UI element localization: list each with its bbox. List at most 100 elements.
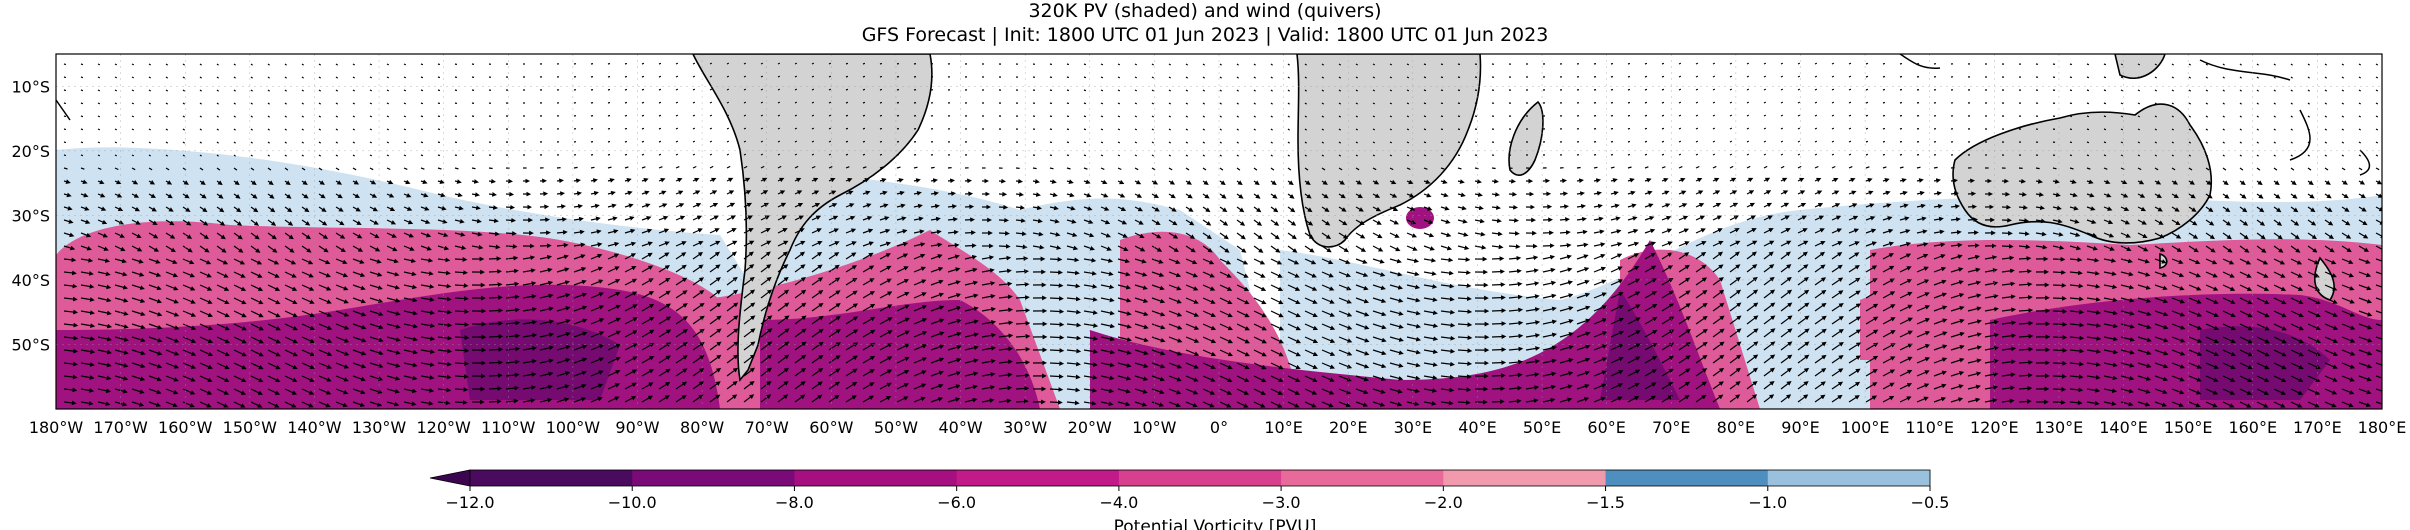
wind-arrow [420, 167, 425, 170]
wind-arrow [1814, 62, 1818, 65]
wind-arrow [2103, 154, 2107, 157]
wind-arrow [624, 153, 628, 156]
longitude-label: 40°W [938, 418, 982, 437]
wind-arrow [1712, 62, 1716, 65]
wind-arrow [845, 127, 849, 130]
wind-arrow [454, 115, 458, 118]
wind-arrow [811, 177, 819, 183]
wind-arrow [1372, 102, 1376, 105]
land-masses [692, 54, 2335, 382]
wind-arrow [165, 141, 169, 144]
colorbar: −12.0 −10.0 −8.0 −6.0 −4.0 −3.0 −2.0 −1.5 −1.0 −0… [429, 469, 1950, 530]
wind-arrow [1219, 154, 1222, 157]
wind-arrow [2290, 128, 2293, 131]
wind-arrow [1865, 177, 1873, 183]
wind-arrow [1831, 177, 1839, 183]
wind-arrow [131, 154, 135, 157]
wind-arrow [2052, 348, 2068, 353]
wind-arrow [1491, 399, 1505, 405]
wind-arrow [1219, 115, 1222, 118]
wind-arrow [114, 167, 119, 171]
wind-arrow [165, 154, 169, 157]
wind-arrow [2154, 76, 2158, 79]
wind-arrow [2137, 102, 2141, 105]
wind-arrow [1899, 88, 1903, 91]
wind-arrow [1899, 62, 1903, 65]
wind-arrow [2290, 89, 2293, 92]
wind-arrow [2256, 154, 2259, 157]
longitude-label: 20°E [1329, 418, 1367, 437]
wind-arrow [607, 166, 612, 169]
wind-arrow [794, 140, 798, 143]
wind-arrow [352, 154, 356, 157]
wind-arrow [2324, 89, 2328, 92]
wind-arrow [80, 141, 84, 144]
wind-arrow [131, 89, 135, 92]
wind-arrow [692, 62, 696, 65]
wind-arrow [335, 180, 343, 185]
wind-arrow [1372, 167, 1377, 171]
wind-arrow [131, 76, 135, 79]
wind-arrow [1729, 153, 1733, 156]
wind-arrow [2086, 89, 2090, 92]
wind-arrow [1814, 177, 1822, 183]
colorbar-swatch [632, 470, 795, 486]
wind-arrow [131, 115, 135, 118]
wind-arrow [1338, 154, 1342, 157]
wind-arrow [2358, 63, 2362, 66]
wind-arrow [2171, 115, 2175, 118]
wind-arrow [2341, 115, 2345, 118]
wind-arrow [1644, 178, 1652, 183]
wind-arrow [1236, 180, 1243, 186]
wind-arrow [1695, 114, 1699, 117]
wind-arrow [1338, 180, 1345, 185]
wind-arrow [2205, 63, 2209, 66]
wind-arrow [2222, 128, 2225, 131]
longitude-label: 100°W [546, 418, 601, 437]
wind-arrow [148, 89, 152, 92]
wind-arrow [1219, 141, 1222, 144]
wind-arrow [1610, 114, 1614, 117]
wind-arrow [658, 177, 666, 183]
wind-arrow [692, 114, 696, 117]
wind-arrow [1287, 128, 1290, 131]
wind-arrow [2086, 154, 2090, 157]
wind-arrow [148, 63, 152, 66]
wind-arrow [352, 115, 356, 118]
wind-arrow [1457, 167, 1462, 170]
wind-arrow [352, 63, 356, 66]
wind-arrow [1083, 167, 1088, 170]
wind-arrow [2052, 386, 2067, 392]
wind-arrow [454, 335, 470, 340]
wind-arrow [2341, 63, 2345, 66]
wind-arrow [1304, 115, 1307, 118]
wind-arrow [1304, 141, 1307, 144]
wind-arrow [386, 63, 390, 66]
wind-arrow [1372, 154, 1376, 157]
wind-arrow [573, 166, 578, 169]
wind-arrow [1236, 154, 1239, 157]
wind-arrow [250, 167, 255, 171]
wind-arrow [2205, 115, 2209, 118]
wind-arrow [1270, 76, 1273, 79]
wind-arrow [1491, 178, 1499, 184]
wind-arrow [1848, 166, 1853, 169]
wind-arrow [1491, 321, 1507, 326]
wind-arrow [267, 154, 270, 157]
wind-arrow [301, 154, 304, 157]
wind-arrow [2307, 154, 2310, 157]
wind-arrow [1695, 165, 1700, 169]
wind-arrow [1967, 230, 1979, 236]
colorbar-tick-label: −0.5 [1911, 493, 1950, 512]
wind-arrow [1831, 101, 1835, 104]
wind-arrow [1491, 192, 1500, 197]
wind-arrow [2103, 89, 2107, 92]
wind-arrow [335, 63, 339, 66]
wind-arrow [97, 63, 101, 66]
wind-arrow [1049, 154, 1053, 157]
wind-arrow [1848, 177, 1856, 183]
wind-arrow [743, 101, 747, 104]
wind-arrow [794, 101, 798, 104]
wind-arrow [182, 128, 186, 131]
wind-arrow [182, 63, 186, 66]
